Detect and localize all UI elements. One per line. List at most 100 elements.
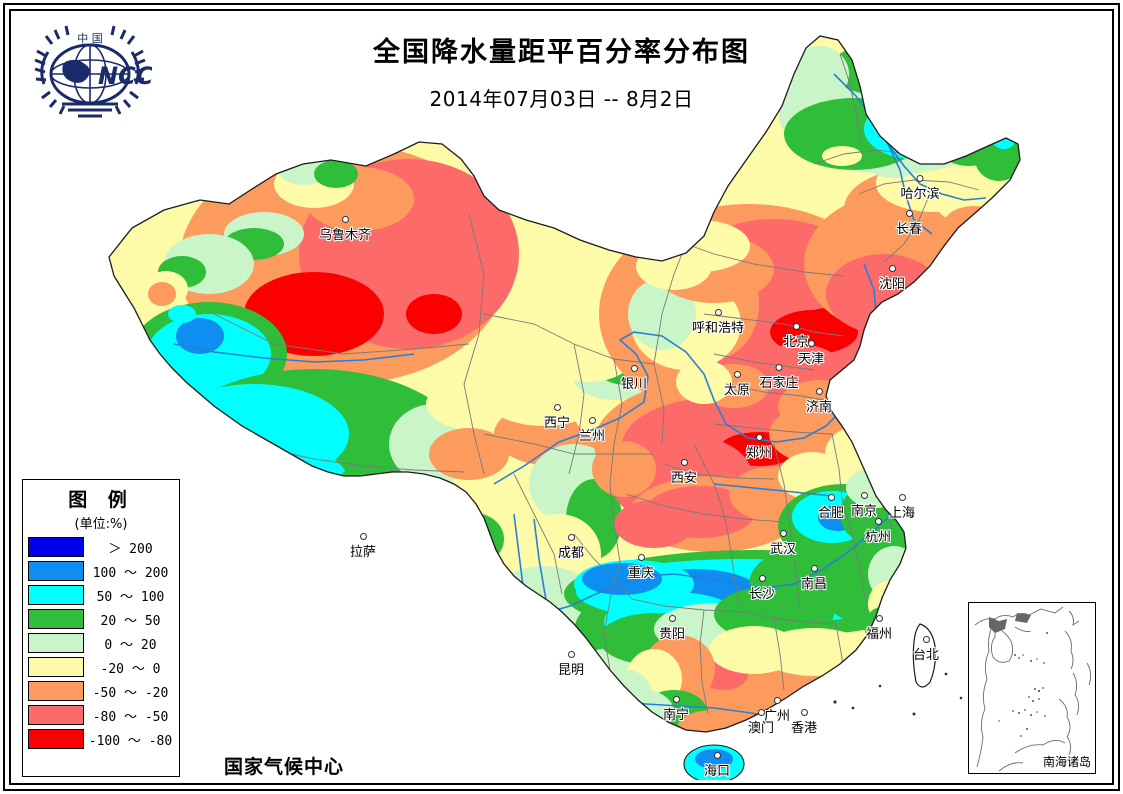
legend-rows: ＞ 200 100 ～ 200 50 ～ 100 20 ～ 50 0 ～ 20 -20 ～… [23,535,179,751]
city-marker-icon [827,494,835,501]
legend-swatch [28,633,84,653]
city-name: 福州 [865,627,893,642]
city-name: 拉萨 [349,545,377,560]
city-name: 南昌 [800,577,828,592]
legend-row: ＞ 200 [23,535,179,559]
legend-row: -50 ～ -20 [23,679,179,703]
city-marker-icon [815,388,823,395]
city-marker-icon [713,752,721,759]
city-name: 哈尔滨 [900,187,940,202]
city-marker-icon [630,365,638,372]
city-label-银川: 银川 [621,365,647,392]
city-name: 呼和浩特 [691,321,745,336]
legend-row: 0 ～ 20 [23,631,179,655]
china-map-svg [108,35,1021,780]
city-name: 澳门 [747,721,775,736]
city-label-长春: 长春 [896,210,922,237]
city-label-南宁: 南宁 [663,696,689,723]
city-name: 香港 [790,721,818,736]
city-marker-icon [860,492,868,499]
city-name: 天津 [797,352,825,367]
city-marker-icon [758,575,766,582]
city-label-天津: 天津 [798,340,824,367]
city-marker-icon [775,364,783,371]
city-name: 贵阳 [658,627,686,642]
china-national-border [108,35,1021,733]
legend-label: -20 ～ 0 [100,661,161,677]
city-label-杭州: 杭州 [865,518,891,545]
city-label-贵阳: 贵阳 [659,615,685,642]
city-marker-icon [341,216,349,223]
city-marker-icon [359,533,367,540]
city-marker-icon [898,494,906,501]
city-label-福州: 福州 [866,615,892,642]
city-label-澳门: 澳门 [748,709,774,736]
legend-label: 100 ～ 200 [92,565,169,581]
city-name: 合肥 [817,506,845,521]
legend-box: 图 例 (单位:%) ＞ 200 100 ～ 200 50 ～ 100 20 ～ 50… [22,479,180,777]
legend-row: 50 ～ 100 [23,583,179,607]
south-china-sea-inset: 南海诸岛 [968,602,1096,774]
taiwan-island [912,623,937,688]
legend-swatch [28,729,84,749]
city-name: 广州 [763,709,791,724]
legend-row: 100 ～ 200 [23,559,179,583]
ncc-logo-text: NCC [98,62,152,90]
city-name: 海口 [703,764,731,779]
city-marker-icon [567,651,575,658]
legend-label: 0 ～ 20 [104,637,157,653]
city-label-乌鲁木齐: 乌鲁木齐 [319,216,371,243]
city-name: 杭州 [864,530,892,545]
legend-swatch [28,705,84,725]
city-name: 沈阳 [878,277,906,292]
city-marker-icon [922,636,930,643]
city-name: 长春 [895,222,923,237]
city-name: 成都 [557,546,585,561]
city-marker-icon [875,615,883,622]
city-label-南京: 南京 [851,492,877,519]
city-label-沈阳: 沈阳 [879,265,905,292]
city-marker-icon [905,210,913,217]
city-label-太原: 太原 [724,371,750,398]
inner-border [9,9,1114,785]
city-name: 南宁 [662,708,690,723]
city-name: 济南 [805,400,833,415]
city-marker-icon [714,309,722,316]
legend-label: 20 ～ 50 [100,613,161,629]
city-label-海口: 海口 [704,752,730,779]
city-label-昆明: 昆明 [558,651,584,678]
city-marker-icon [672,696,680,703]
inset-label: 南海诸岛 [1042,755,1091,769]
city-marker-icon [757,709,765,716]
legend-row: -100 ～ -80 [23,727,179,751]
city-marker-icon [779,530,787,537]
city-label-广州: 广州 [764,697,790,724]
city-marker-icon [680,459,688,466]
city-label-北京: 北京 [783,323,809,350]
south-china-sea-inset-svg [974,606,1092,772]
legend-row: -20 ～ 0 [23,655,179,679]
city-label-石家庄: 石家庄 [759,364,799,391]
city-name: 南京 [850,504,878,519]
page-title: 全国降水量距平百分率分布图 [373,37,750,68]
city-marker-icon [888,265,896,272]
city-marker-icon [792,323,800,330]
legend-swatch [28,609,84,629]
city-marker-icon [588,417,596,424]
city-name: 昆明 [557,663,585,678]
legend-label: -50 ～ -20 [92,685,169,701]
legend-row: -80 ～ -50 [23,703,179,727]
city-label-济南: 济南 [806,388,832,415]
city-name: 武汉 [769,542,797,557]
legend-label: 50 ～ 100 [96,589,165,605]
legend-unit: (单位:%) [74,517,128,532]
city-marker-icon [567,534,575,541]
city-label-兰州: 兰州 [579,417,605,444]
credit-text: 国家气候中心 [224,756,345,778]
city-marker-icon [553,404,561,411]
city-name: 重庆 [627,566,655,581]
legend-swatch [28,561,84,581]
city-name: 长沙 [748,587,776,602]
city-marker-icon [733,371,741,378]
